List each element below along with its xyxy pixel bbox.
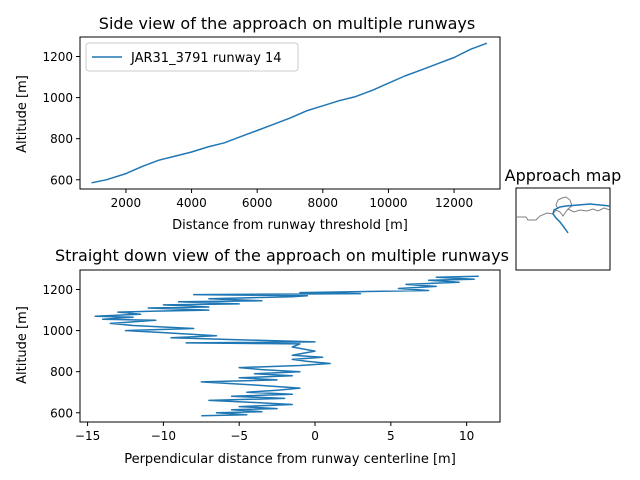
x-tick-label: 6000	[242, 196, 273, 210]
y-tick-label: 1200	[42, 283, 73, 297]
series-line-0	[91, 42, 488, 184]
down-view-ylabel: Altitude [m]	[15, 306, 30, 384]
x-tick-label: 8000	[308, 196, 339, 210]
y-tick-label: 1200	[42, 50, 73, 64]
side-view-ylabel: Altitude [m]	[15, 75, 30, 153]
y-tick-label: 800	[50, 132, 73, 146]
x-tick-label: 2000	[111, 196, 142, 210]
series-line-0	[94, 275, 479, 417]
x-tick-label: 5	[387, 429, 395, 443]
down-view-plot: −15 −10 −5 0 5 10 600 800 1000 1200	[42, 269, 501, 443]
x-tick-label: −10	[151, 429, 176, 443]
map-approach-track	[552, 203, 611, 234]
x-tick-label: 4000	[176, 196, 207, 210]
approach-map-frame	[515, 187, 611, 271]
x-tick-label: 12000	[435, 196, 473, 210]
approach-map-title: Approach map	[505, 166, 622, 185]
side-view-xlabel: Distance from runway threshold [m]	[172, 218, 408, 233]
legend-box	[85, 42, 299, 72]
legend-label: JAR31_3791 runway 14	[130, 51, 282, 66]
x-tick-label: 0	[311, 429, 319, 443]
x-tick-label: 10	[459, 429, 474, 443]
y-tick-label: 1000	[42, 91, 73, 105]
map-border-line	[516, 196, 611, 221]
side-view-plot: 2000 4000 6000 8000 10000 12000 600 800 1000 1200	[42, 36, 501, 210]
side-view-title: Side view of the approach on multiple ru…	[99, 14, 475, 33]
y-tick-label: 1000	[42, 324, 73, 338]
down-view-xlabel: Perpendicular distance from runway cente…	[124, 452, 456, 467]
side-view-legend: JAR31_3791 runway 14	[85, 42, 299, 72]
x-tick-label: −15	[75, 429, 100, 443]
y-tick-label: 600	[50, 406, 73, 420]
y-tick-label: 600	[50, 173, 73, 187]
approach-map	[516, 196, 611, 234]
x-tick-label: −5	[230, 429, 248, 443]
down-view-title: Straight down view of the approach on mu…	[55, 246, 509, 265]
x-tick-label: 10000	[369, 196, 407, 210]
axes-frame	[79, 36, 501, 190]
y-tick-label: 800	[50, 365, 73, 379]
axes-frame	[79, 269, 501, 423]
